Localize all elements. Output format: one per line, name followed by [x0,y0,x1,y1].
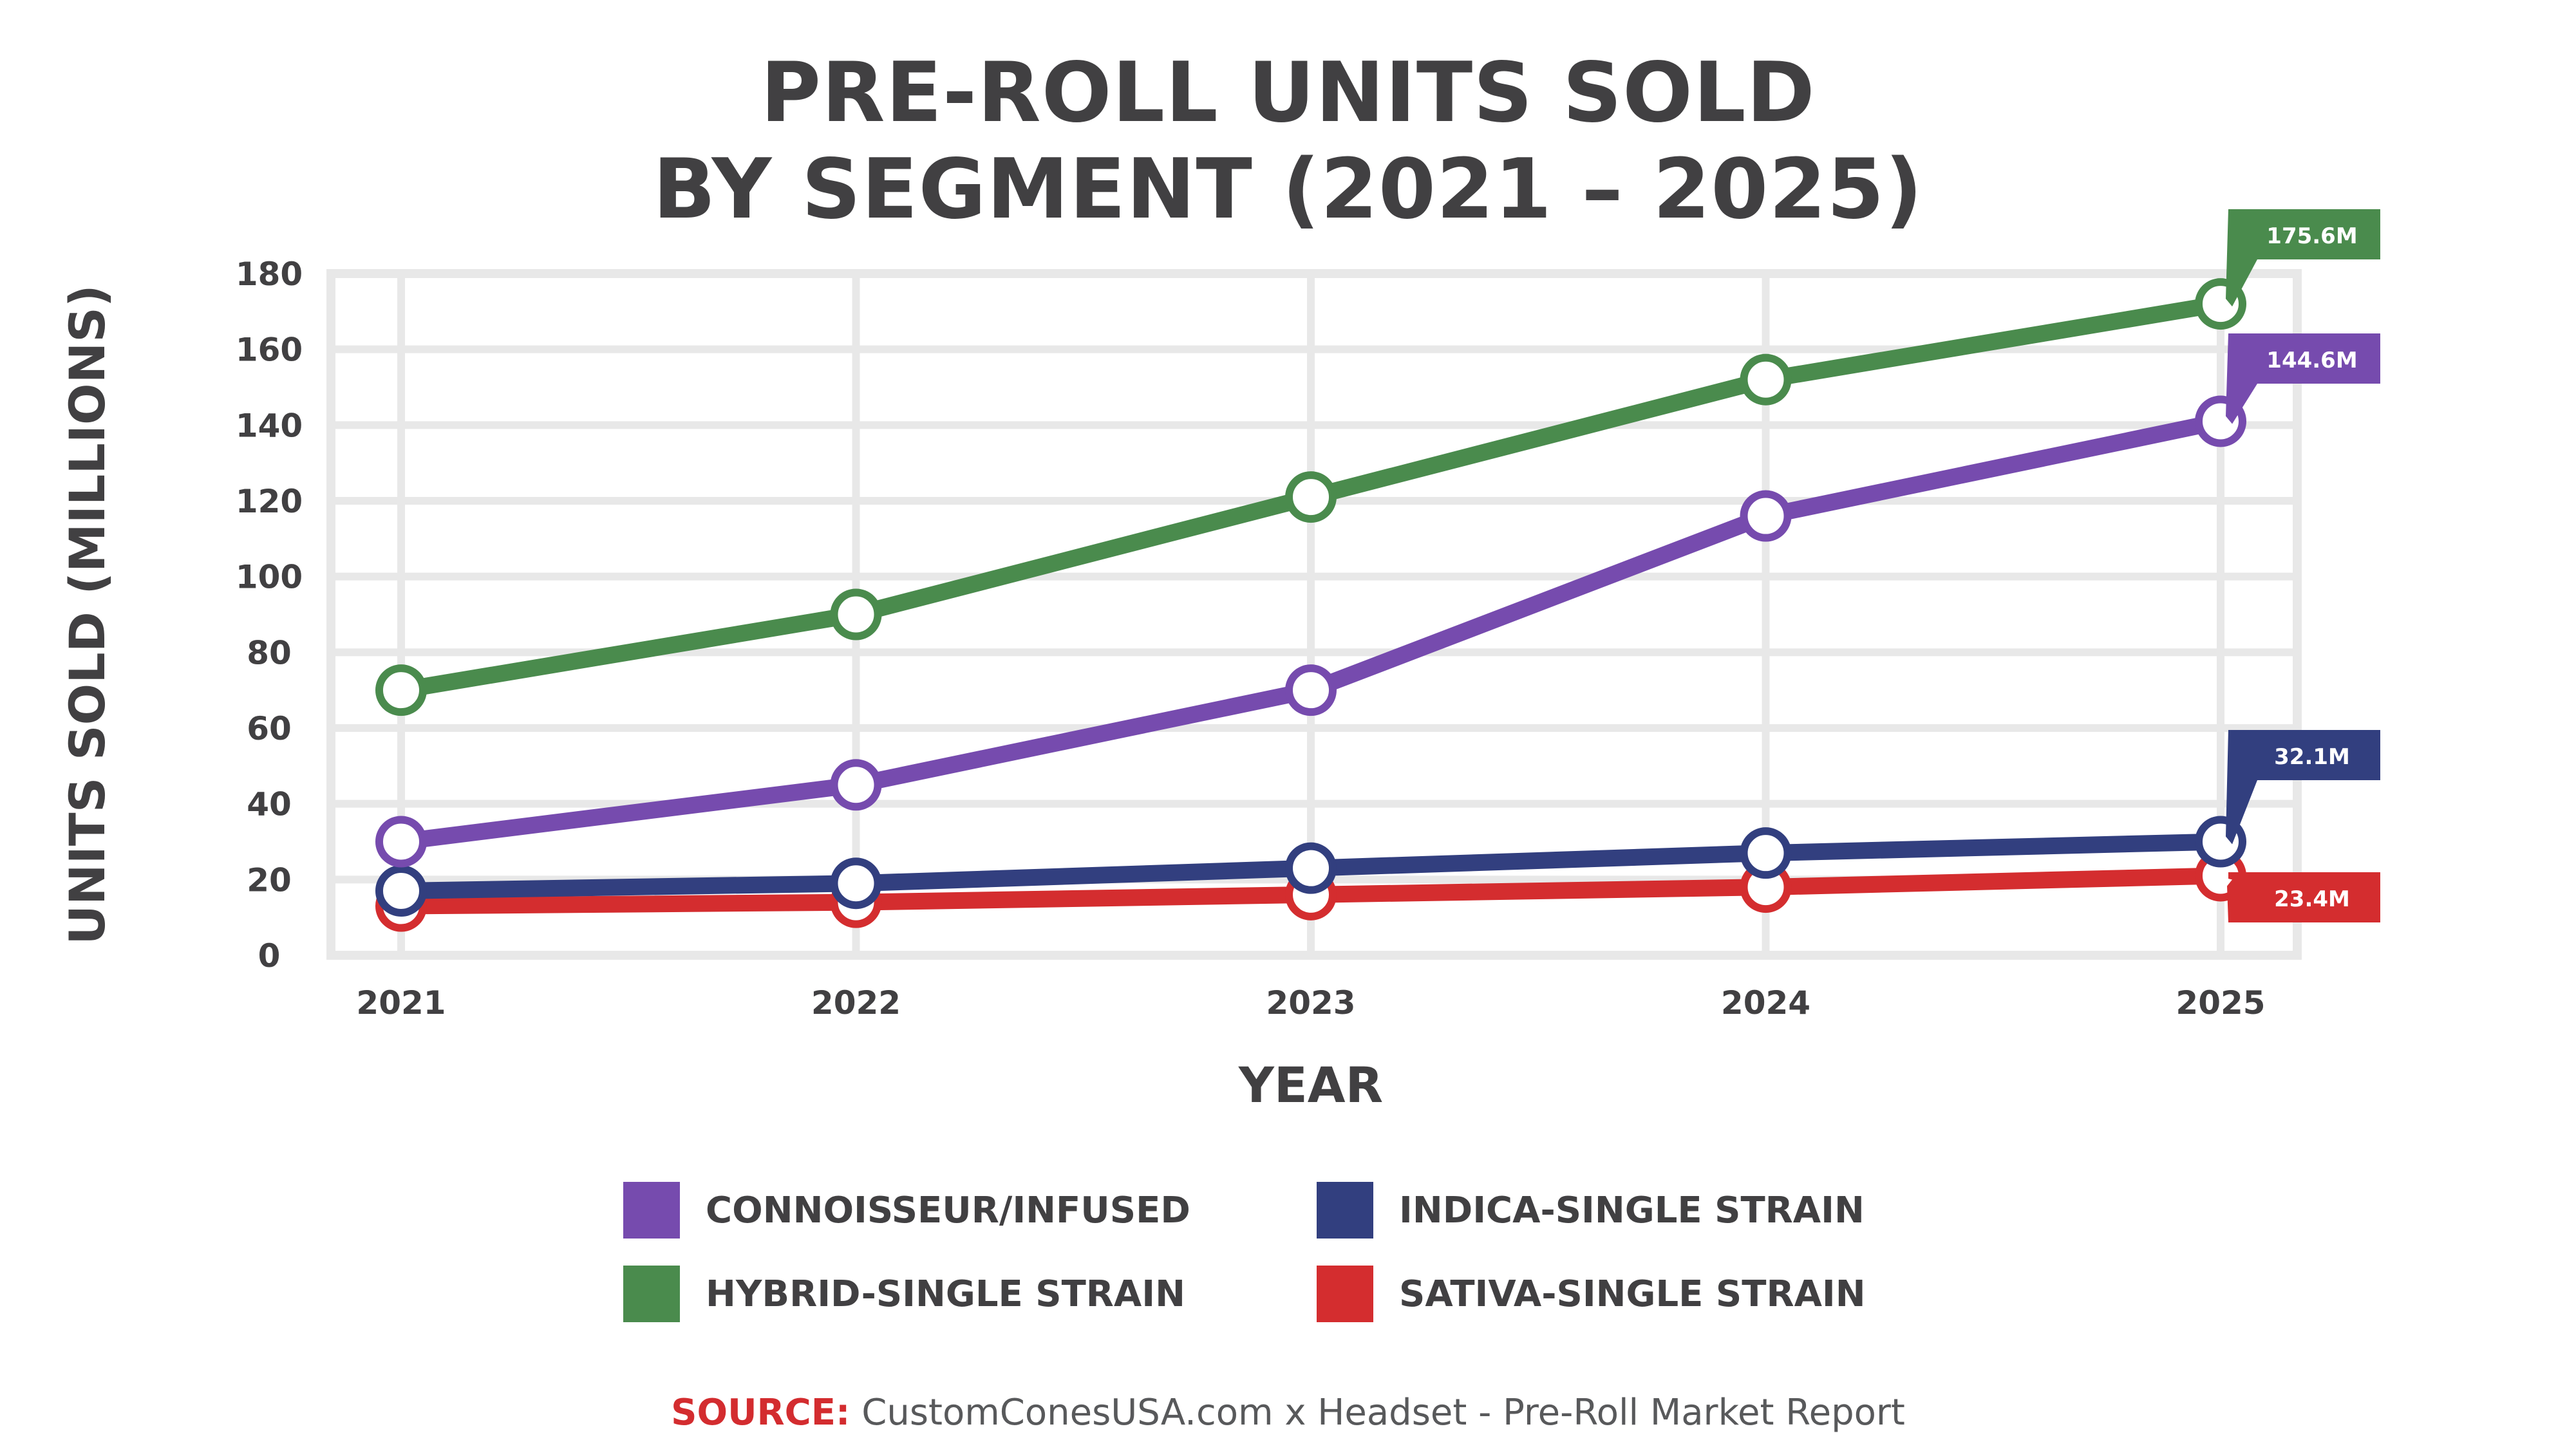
callout-box [2226,730,2380,845]
data-point [1740,490,1792,542]
x-tick-label: 2021 [356,984,446,1022]
legend-label: CONNOISSEUR/INFUSED [706,1189,1190,1231]
data-point [830,857,882,910]
series-indica-single-strain [375,816,2246,917]
y-tick-label: 40 [247,786,292,823]
chart-title-line-1: PRE-ROLL UNITS SOLD [760,45,1816,141]
x-tick-label: 2022 [811,984,901,1022]
legend-item-connoisseur: CONNOISSEUR/INFUSED [623,1182,1190,1239]
callout-box [2226,333,2380,424]
data-point [1740,827,1792,879]
legend-swatch [1317,1182,1373,1239]
legend-label: HYBRID-SINGLE STRAIN [706,1273,1185,1315]
legend-swatch [623,1266,680,1322]
x-tick-label: 2025 [2176,984,2265,1022]
source-text: CustomConesUSA.com x Headset - Pre-Roll … [861,1392,1905,1434]
callout-sativa-single-strain: 23.4M [2227,872,2380,922]
y-tick-label: 160 [236,332,303,369]
y-tick-label: 60 [247,710,292,747]
data-point [375,865,427,917]
x-tick-label: 2024 [1721,984,1810,1022]
legend-label: SATIVA-SINGLE STRAIN [1399,1273,1866,1315]
data-point [1740,353,1792,406]
data-point [375,664,427,716]
y-tick-label: 120 [236,483,303,520]
callout-hybrid-single-strain: 175.6M [2226,209,2380,307]
y-tick-label: 80 [247,634,292,671]
legend-label: INDICA-SINGLE STRAIN [1399,1189,1865,1231]
chart-title-line-2: BY SEGMENT (2021 – 2025) [653,142,1923,238]
callout-label: 144.6M [2266,348,2357,373]
chart-title: PRE-ROLL UNITS SOLD BY SEGMENT (2021 – 2… [0,45,2576,238]
legend-item-indica: INDICA-SINGLE STRAIN [1317,1182,1865,1239]
source-label: SOURCE: [671,1392,851,1434]
legend-swatch [623,1182,680,1239]
x-axis-ticks: 2021 2022 2023 2024 2025 [356,984,2265,1022]
series-lines [375,278,2246,932]
callout-box [2226,209,2380,307]
end-callouts: 175.6M 144.6M 32.1M 23.4M [2226,209,2380,922]
y-axis-label: UNITS SOLD (MILLIONS) [59,285,116,944]
data-point [830,588,882,640]
legend-item-hybrid: HYBRID-SINGLE STRAIN [623,1266,1185,1322]
y-tick-label: 100 [236,559,303,596]
x-axis-label: YEAR [1238,1056,1383,1114]
source-note: SOURCE: CustomConesUSA.com x Headset - P… [0,1392,2576,1434]
callout-label: 175.6M [2266,223,2357,249]
legend-swatch [1317,1266,1373,1322]
callout-indica-single-strain: 32.1M [2226,730,2380,845]
data-point [1285,471,1337,523]
y-axis-ticks: 0 20 40 60 80 100 120 140 160 180 [236,256,303,975]
y-tick-label: 140 [236,407,303,444]
x-tick-label: 2023 [1266,984,1355,1022]
callout-box [2227,872,2380,922]
callout-label: 32.1M [2274,744,2350,770]
callout-label: 23.4M [2274,886,2350,912]
data-point [1285,842,1337,894]
y-tick-label: 180 [236,256,303,293]
y-tick-label: 0 [258,937,281,975]
data-point [375,816,427,868]
data-point [830,759,882,811]
y-tick-label: 20 [247,861,292,899]
data-point [1285,664,1337,716]
callout-connoisseur-infused: 144.6M [2226,333,2380,424]
legend-item-sativa: SATIVA-SINGLE STRAIN [1317,1266,1866,1322]
